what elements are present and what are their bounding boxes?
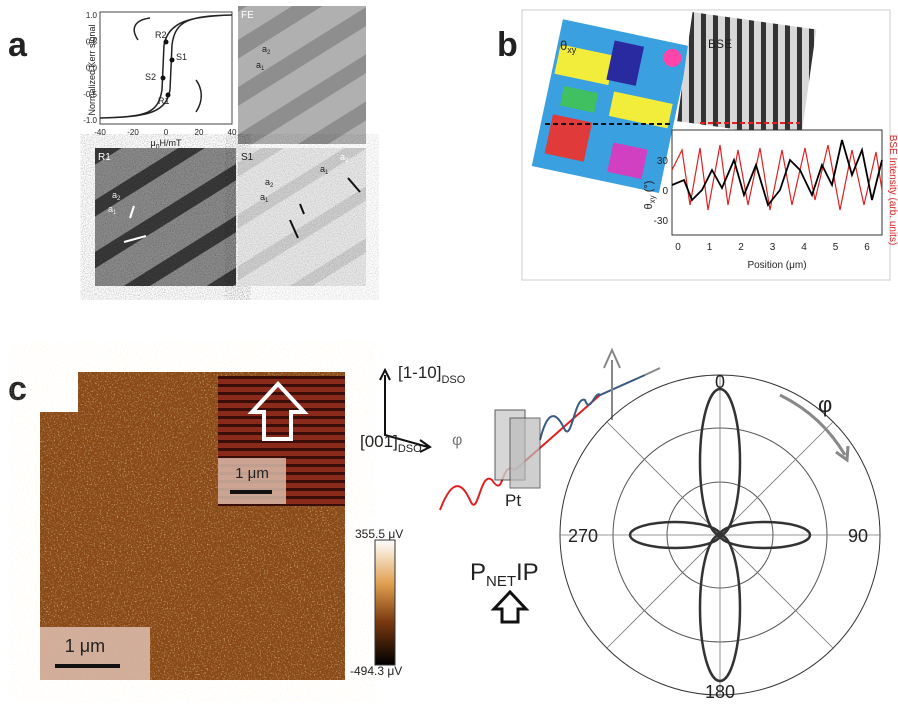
y-label: θxy (°) bbox=[643, 181, 657, 210]
polarization-label: PNETIP bbox=[470, 559, 539, 590]
y-tick-label: -30 bbox=[654, 216, 669, 227]
axis-label: [1-10]DSO bbox=[398, 363, 466, 386]
polar-tick-label: 270 bbox=[568, 526, 598, 546]
image-title: R1 bbox=[98, 152, 111, 163]
y-tick-label: 0 bbox=[662, 186, 668, 197]
x-tick-label: 0 bbox=[675, 242, 681, 253]
figure: a Normalized Kerr signal μ0H/mT FE a2 a1… bbox=[0, 0, 898, 702]
colorbar-max: 355.5 μV bbox=[355, 527, 403, 541]
polar-tick-label: 0 bbox=[715, 372, 725, 392]
bse-image bbox=[677, 12, 816, 138]
x-tick-label: -20 bbox=[127, 128, 139, 137]
scale-label: 1 μm bbox=[65, 636, 105, 656]
y-tick-label: -0.5 bbox=[83, 90, 97, 99]
x-tick-label: 3 bbox=[770, 242, 776, 253]
image-label: BSE bbox=[708, 37, 732, 51]
colorbar-min: -494.3 μV bbox=[350, 664, 402, 678]
point-label: R1 bbox=[158, 96, 170, 106]
y-tick-label: 30 bbox=[657, 156, 669, 167]
x-tick-label: 4 bbox=[801, 242, 807, 253]
x-tick-label: 2 bbox=[738, 242, 744, 253]
y-tick-label: 0.5 bbox=[86, 37, 98, 46]
scale-label: 1 μm bbox=[235, 465, 269, 482]
fe-image bbox=[238, 6, 366, 144]
point-label: S1 bbox=[176, 52, 187, 62]
point-label: S2 bbox=[145, 72, 156, 82]
x-tick-label: 0 bbox=[164, 128, 169, 137]
point-label: R2 bbox=[155, 30, 167, 40]
panel-label: a bbox=[8, 26, 28, 64]
y-tick-label: -1.0 bbox=[83, 116, 97, 125]
polar-angle-label: φ bbox=[818, 392, 832, 417]
x-tick-label: 6 bbox=[864, 242, 870, 253]
polar-tick-label: 90 bbox=[848, 526, 868, 546]
x-tick-label: -40 bbox=[94, 128, 106, 137]
metal-label: Pt bbox=[505, 491, 521, 510]
angle-label: φ bbox=[452, 432, 462, 449]
y-tick-label: 1.0 bbox=[86, 11, 98, 20]
x-tick-label: 5 bbox=[833, 242, 839, 253]
image-title: S1 bbox=[241, 152, 254, 163]
colorbar bbox=[375, 540, 395, 665]
panel-label: c bbox=[8, 370, 27, 408]
x-tick-label: 40 bbox=[228, 128, 237, 137]
y2-label: BSE Intensity (arb. units) bbox=[887, 135, 898, 246]
axis-label: [001]DSO bbox=[360, 432, 422, 455]
x-tick-label: 20 bbox=[195, 128, 204, 137]
polar-plot: φ bbox=[560, 375, 880, 695]
image-title: FE bbox=[241, 10, 254, 21]
panel-label: b bbox=[497, 26, 518, 64]
polar-tick-label: 180 bbox=[705, 682, 735, 702]
y-tick-label: 0.0 bbox=[86, 64, 98, 73]
x-label: Position (μm) bbox=[747, 260, 806, 271]
x-tick-label: 1 bbox=[707, 242, 713, 253]
